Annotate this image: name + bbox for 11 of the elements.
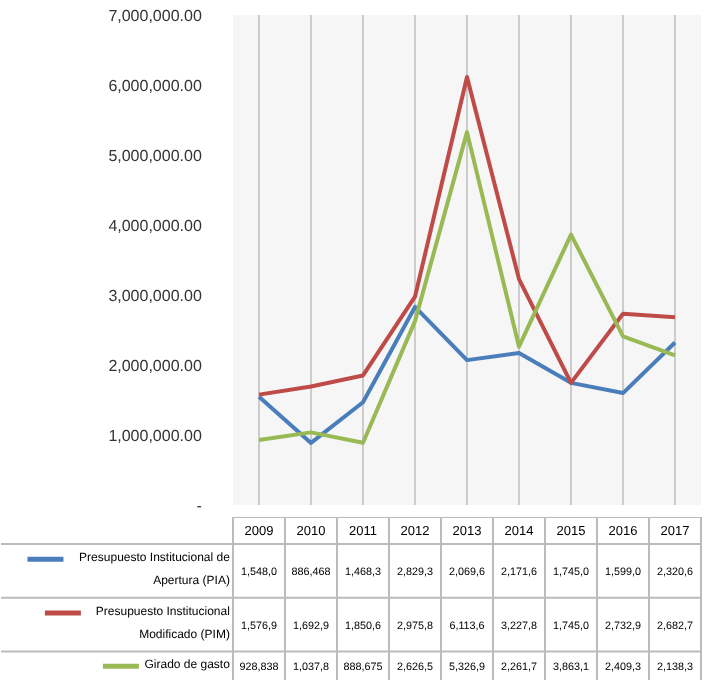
y-tick-label: 7,000,000.00: [108, 7, 203, 25]
y-tick-label: 3,000,000.00: [108, 287, 203, 305]
line-series: [257, 130, 677, 445]
line-series: [257, 75, 677, 397]
y-tick-label: 6,000,000.00: [108, 77, 203, 95]
y-tick-label: -: [196, 497, 203, 515]
y-tick-label: 2,000,000.00: [108, 357, 203, 375]
y-tick-label: 5,000,000.00: [108, 147, 203, 165]
y-tick-label: 4,000,000.00: [108, 217, 203, 235]
y-tick-label: 1,000,000.00: [108, 427, 203, 445]
line-series: [257, 304, 677, 445]
